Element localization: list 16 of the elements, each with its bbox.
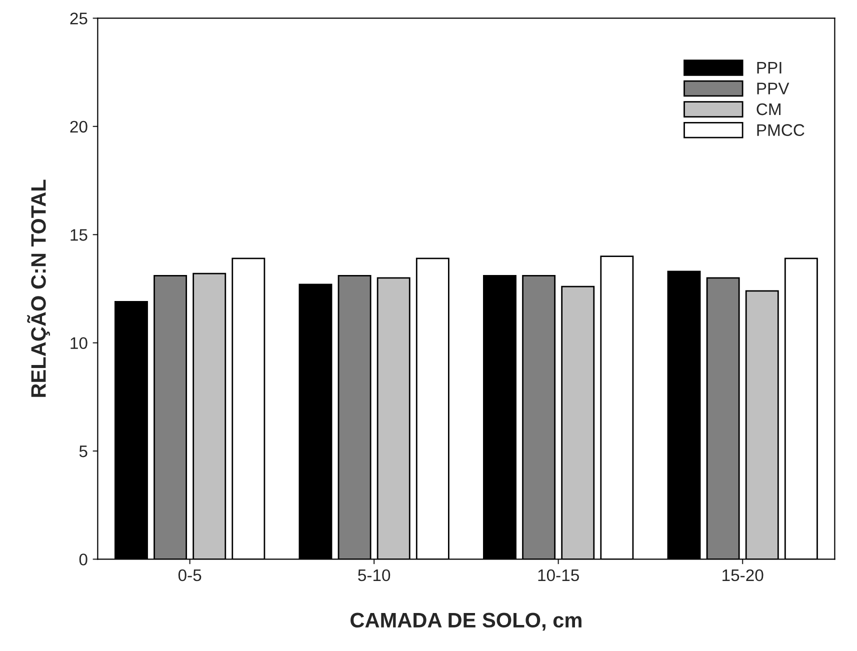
x-tick-label: 0-5 — [178, 569, 202, 582]
legend-label: PMCC — [757, 124, 804, 136]
y-tick-label: 5 — [79, 446, 88, 458]
y-tick-label: 25 — [70, 12, 88, 24]
x-tick-label: 15-20 — [722, 569, 764, 582]
y-axis-title: RELAÇÃO C:N TOTAL — [27, 180, 50, 397]
y-tick-label: 20 — [70, 120, 88, 133]
x-axis-title: CAMADA DE SOLO, cm — [350, 612, 582, 631]
y-tick-label: 0 — [79, 554, 88, 566]
y-tick-label: 10 — [70, 337, 88, 350]
x-tick-label: 5-10 — [358, 569, 390, 582]
legend-label: PPI — [757, 62, 782, 74]
x-tick-label: 10-15 — [538, 569, 579, 582]
y-tick-label: 15 — [70, 229, 88, 241]
legend-label: PPV — [757, 82, 790, 94]
legend-label: CM — [756, 103, 780, 116]
